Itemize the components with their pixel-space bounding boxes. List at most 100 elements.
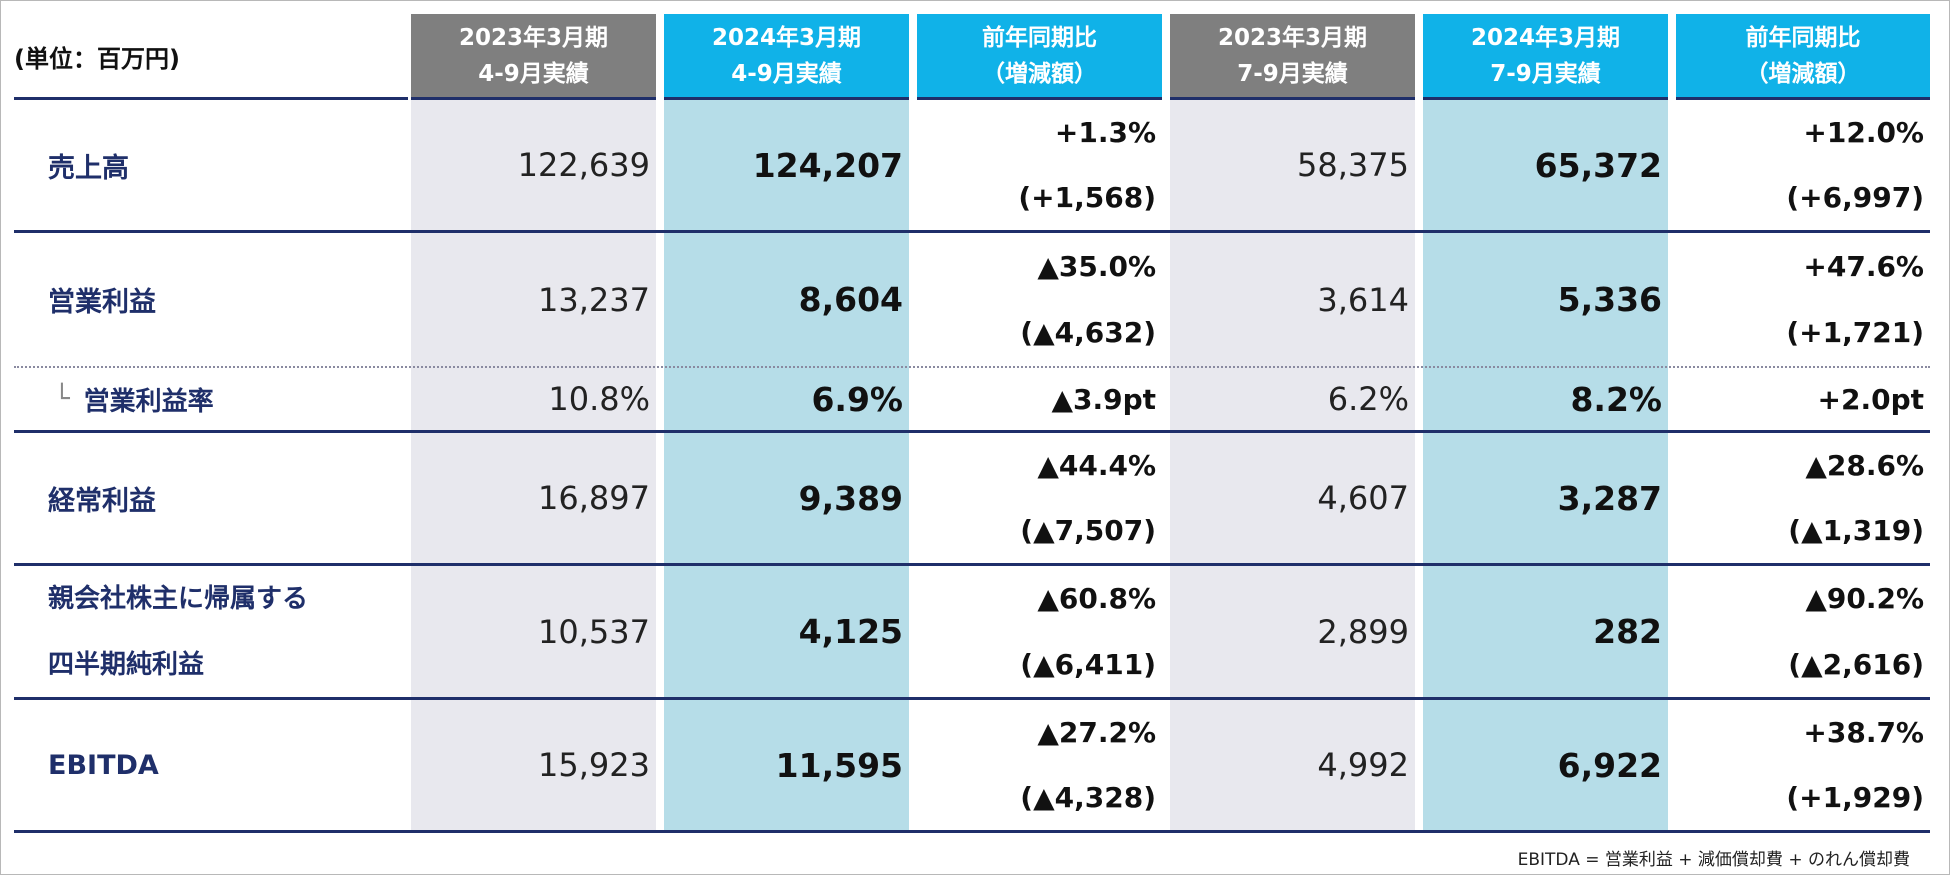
column-bg-q-prev	[1170, 100, 1415, 831]
header-q-yoy: 前年同期比 （増減額）	[1676, 14, 1930, 98]
yoy-amount: (+1,929)	[1786, 781, 1924, 814]
row-label-net-income: 親会社株主に帰属する 四半期純利益	[14, 566, 404, 697]
header-line1: 前年同期比	[1745, 25, 1861, 51]
header-line2: 4-9月実績	[478, 61, 589, 87]
cell-ebitda-h1-yoy: ▲27.2% (▲4,328)	[917, 700, 1162, 830]
header-q-prev: 2023年3月期 7-9月実績	[1170, 14, 1415, 98]
header-divider	[1676, 97, 1930, 100]
cell-op-income-h1-yoy: ▲35.0% (▲4,632)	[917, 233, 1162, 366]
header-line1: 2023年3月期	[458, 25, 609, 51]
yoy-amount: (▲7,507)	[1020, 514, 1156, 547]
cell-op-margin-q-yoy: +2.0pt	[1676, 368, 1930, 430]
header-line2: 7-9月実績	[1490, 61, 1601, 87]
row-label-ordinary-income: 経常利益	[48, 485, 156, 517]
ebitda-footnote: EBITDA = 営業利益 + 減価償却費 + のれん償却費	[1517, 850, 1910, 870]
header-divider	[1423, 97, 1668, 100]
column-bg-h1-prev	[411, 100, 656, 831]
row-label-operating-margin: └ 営業利益率	[14, 368, 404, 430]
header-line1: 2023年3月期	[1217, 25, 1368, 51]
header-line2: （増減額）	[1745, 61, 1861, 87]
header-line2: （増減額）	[982, 61, 1097, 87]
cell-net-income-q-yoy: ▲90.2% (▲2,616)	[1676, 566, 1930, 697]
row-divider	[14, 230, 1930, 233]
header-line1: 2024年3月期	[711, 25, 862, 51]
row-divider	[14, 830, 1930, 833]
header-divider	[411, 97, 656, 100]
cell-net-sales-h1-prev: 122,639	[517, 146, 650, 184]
cell-ord-income-h1-prev: 16,897	[538, 479, 650, 517]
cell-ord-income-q-curr: 3,287	[1557, 478, 1662, 518]
row-label-line1: 親会社株主に帰属する	[48, 583, 309, 614]
yoy-percent: ▲27.2%	[1037, 716, 1156, 749]
cell-ebitda-h1-prev: 15,923	[538, 746, 650, 784]
yoy-percent: +12.0%	[1803, 116, 1924, 149]
yoy-percent: ▲90.2%	[1805, 582, 1924, 616]
cell-op-margin-h1-prev: 10.8%	[548, 380, 650, 418]
cell-net-income-h1-prev: 10,537	[538, 612, 650, 651]
cell-net-sales-q-yoy: +12.0% (+6,997)	[1676, 100, 1930, 230]
yoy-percent: ▲44.4%	[1037, 449, 1156, 482]
header-divider	[664, 97, 909, 100]
cell-op-margin-q-prev: 6.2%	[1327, 380, 1409, 418]
header-line2: 4-9月実績	[731, 61, 842, 87]
header-divider	[917, 97, 1162, 100]
row-label-line2: 四半期純利益	[48, 649, 205, 680]
cell-net-income-q-prev: 2,899	[1317, 612, 1409, 651]
cell-net-sales-h1-yoy: +1.3% (+1,568)	[917, 100, 1162, 230]
yoy-percent: +38.7%	[1803, 716, 1924, 749]
header-h1-yoy: 前年同期比 （増減額）	[917, 14, 1162, 98]
row-divider	[14, 430, 1930, 433]
yoy-amount: (+6,997)	[1786, 181, 1924, 214]
column-bg-h1-curr	[664, 100, 909, 831]
cell-net-sales-q-prev: 58,375	[1297, 146, 1409, 184]
yoy-percent: +1.3%	[1054, 116, 1156, 149]
cell-net-income-h1-yoy: ▲60.8% (▲6,411)	[917, 566, 1162, 697]
row-divider	[14, 563, 1930, 566]
yoy-points: ▲3.9pt	[1051, 382, 1156, 416]
cell-op-income-q-prev: 3,614	[1317, 280, 1409, 319]
yoy-amount: (▲1,319)	[1788, 514, 1924, 547]
yoy-amount: (▲6,411)	[1020, 647, 1156, 681]
yoy-amount: (▲2,616)	[1788, 647, 1924, 681]
cell-ebitda-h1-curr: 11,595	[775, 745, 903, 785]
yoy-amount: (+1,721)	[1786, 316, 1924, 350]
header-divider	[1170, 97, 1415, 100]
cell-op-income-q-curr: 5,336	[1557, 280, 1662, 319]
header-line1: 2024年3月期	[1470, 25, 1621, 51]
row-label-text: 営業利益率	[83, 386, 214, 417]
header-divider	[14, 97, 408, 100]
corner-glyph: └	[54, 384, 70, 414]
cell-ebitda-q-yoy: +38.7% (+1,929)	[1676, 700, 1930, 830]
cell-ebitda-q-prev: 4,992	[1317, 746, 1409, 784]
cell-net-income-h1-curr: 4,125	[798, 612, 903, 651]
yoy-percent: ▲60.8%	[1037, 582, 1156, 616]
column-bg-q-curr	[1423, 100, 1668, 831]
yoy-percent: +47.6%	[1803, 249, 1924, 283]
cell-op-income-h1-prev: 13,237	[538, 280, 650, 319]
cell-op-margin-q-curr: 8.2%	[1570, 379, 1662, 419]
unit-label: (単位：百万円)	[14, 44, 180, 73]
header-h1-curr: 2024年3月期 4-9月実績	[664, 14, 909, 98]
row-label-net-sales: 売上高	[48, 152, 129, 184]
row-label-operating-income: 営業利益	[48, 287, 156, 318]
cell-op-income-q-yoy: +47.6% (+1,721)	[1676, 233, 1930, 366]
cell-ord-income-h1-yoy: ▲44.4% (▲7,507)	[917, 433, 1162, 563]
row-divider-dotted	[14, 366, 1930, 368]
cell-ord-income-q-yoy: ▲28.6% (▲1,319)	[1676, 433, 1930, 563]
cell-net-income-q-curr: 282	[1593, 612, 1662, 651]
header-line1: 前年同期比	[982, 25, 1097, 51]
cell-ebitda-q-curr: 6,922	[1557, 745, 1662, 785]
cell-ord-income-q-prev: 4,607	[1317, 479, 1409, 517]
cell-net-sales-h1-curr: 124,207	[752, 145, 903, 185]
cell-ord-income-h1-curr: 9,389	[798, 478, 903, 518]
row-label-ebitda: EBITDA	[48, 749, 159, 781]
yoy-percent: ▲35.0%	[1037, 249, 1156, 283]
row-divider	[14, 697, 1930, 700]
header-line2: 7-9月実績	[1237, 61, 1348, 87]
header-q-curr: 2024年3月期 7-9月実績	[1423, 14, 1668, 98]
yoy-points: +2.0pt	[1817, 382, 1925, 416]
yoy-amount: (+1,568)	[1018, 181, 1156, 214]
yoy-percent: ▲28.6%	[1805, 449, 1924, 482]
cell-op-margin-h1-yoy: ▲3.9pt	[917, 368, 1162, 430]
yoy-amount: (▲4,328)	[1020, 781, 1156, 814]
